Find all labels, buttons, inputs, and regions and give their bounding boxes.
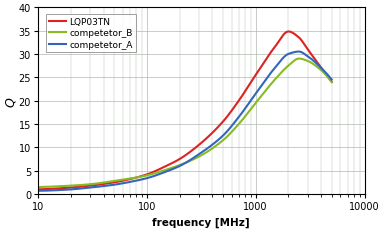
competetor_A (210, 143, 215, 146)
competetor_A (177, 165, 182, 168)
competetor_B (323, 73, 328, 76)
competetor_B (177, 164, 182, 167)
competetor_B (175, 165, 180, 167)
LQP03TN (175, 159, 180, 162)
LQP03TN (276, 41, 281, 43)
Legend: LQP03TN, competetor_B, competetor_A: LQP03TN, competetor_B, competetor_A (46, 15, 136, 53)
competetor_A (175, 166, 180, 169)
Line: competetor_A: competetor_A (38, 52, 332, 191)
LQP03TN (323, 73, 328, 76)
LQP03TN (329, 81, 334, 84)
LQP03TN (36, 188, 40, 191)
competetor_A (329, 79, 334, 82)
competetor_B (276, 74, 281, 77)
competetor_B (36, 186, 40, 189)
LQP03TN (286, 31, 291, 34)
competetor_A (195, 155, 199, 157)
X-axis label: frequency [MHz]: frequency [MHz] (152, 217, 250, 227)
Line: competetor_B: competetor_B (38, 59, 332, 187)
LQP03TN (210, 131, 215, 134)
competetor_A (36, 190, 40, 192)
competetor_A (323, 71, 328, 74)
LQP03TN (177, 158, 182, 161)
competetor_B (329, 81, 334, 84)
competetor_A (276, 62, 281, 65)
LQP03TN (195, 146, 199, 148)
Y-axis label: Q: Q (4, 96, 17, 106)
competetor_B (210, 147, 215, 150)
Line: LQP03TN: LQP03TN (38, 32, 332, 190)
competetor_A (296, 51, 301, 54)
competetor_B (195, 157, 199, 159)
competetor_B (296, 58, 301, 61)
